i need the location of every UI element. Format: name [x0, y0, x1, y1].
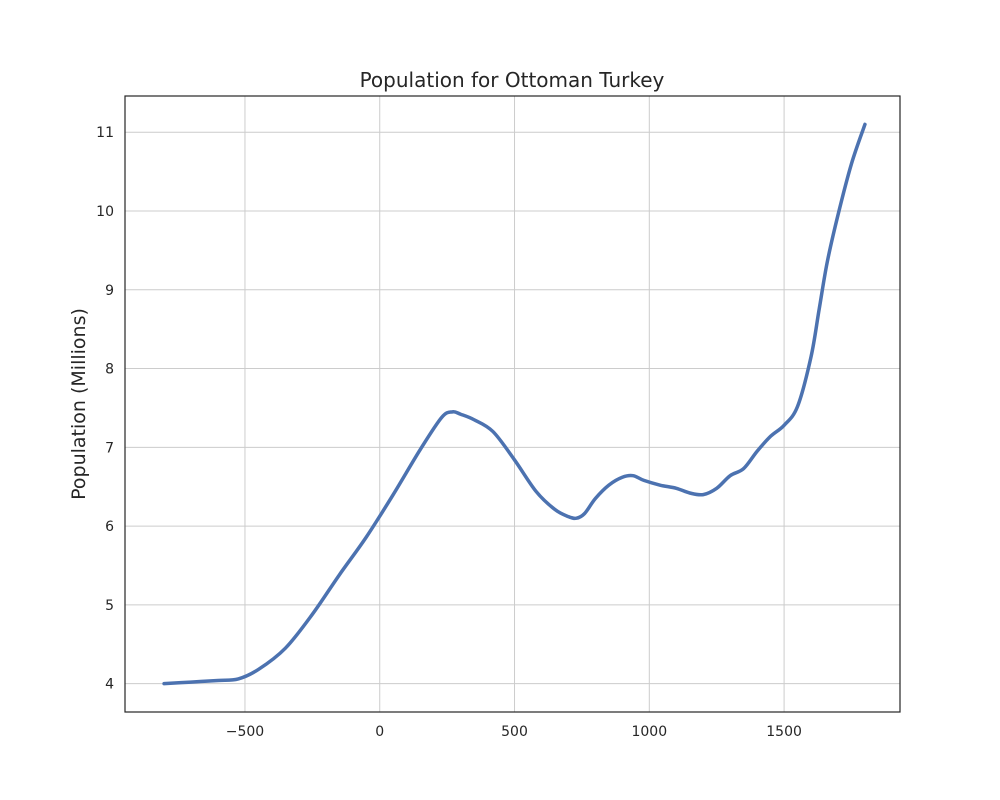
y-tick-label: 6: [105, 519, 114, 535]
y-tick-labels: 4 5 6 7 8 9 10 11: [96, 125, 114, 692]
y-tick-label: 7: [105, 440, 114, 456]
chart-title: Population for Ottoman Turkey: [360, 68, 665, 92]
gridlines: [125, 96, 900, 712]
y-tick-label: 4: [105, 677, 114, 693]
y-axis-label: Population (Millions): [68, 308, 90, 500]
y-tick-label: 9: [105, 283, 114, 299]
population-line: [162, 122, 867, 686]
x-tick-label: 0: [375, 724, 384, 740]
x-tick-label: 500: [501, 724, 528, 740]
y-tick-label: 11: [96, 125, 114, 141]
x-tick-label: −500: [226, 724, 264, 740]
y-tick-label: 5: [105, 598, 114, 614]
series-layer: [162, 122, 867, 686]
x-tick-label: 1500: [766, 724, 802, 740]
y-tick-label: 10: [96, 204, 114, 220]
y-tick-label: 8: [105, 362, 114, 378]
x-tick-labels: −500 0 500 1000 1500: [226, 724, 802, 740]
plot-frame: [124, 95, 901, 713]
x-tick-label: 1000: [631, 724, 667, 740]
